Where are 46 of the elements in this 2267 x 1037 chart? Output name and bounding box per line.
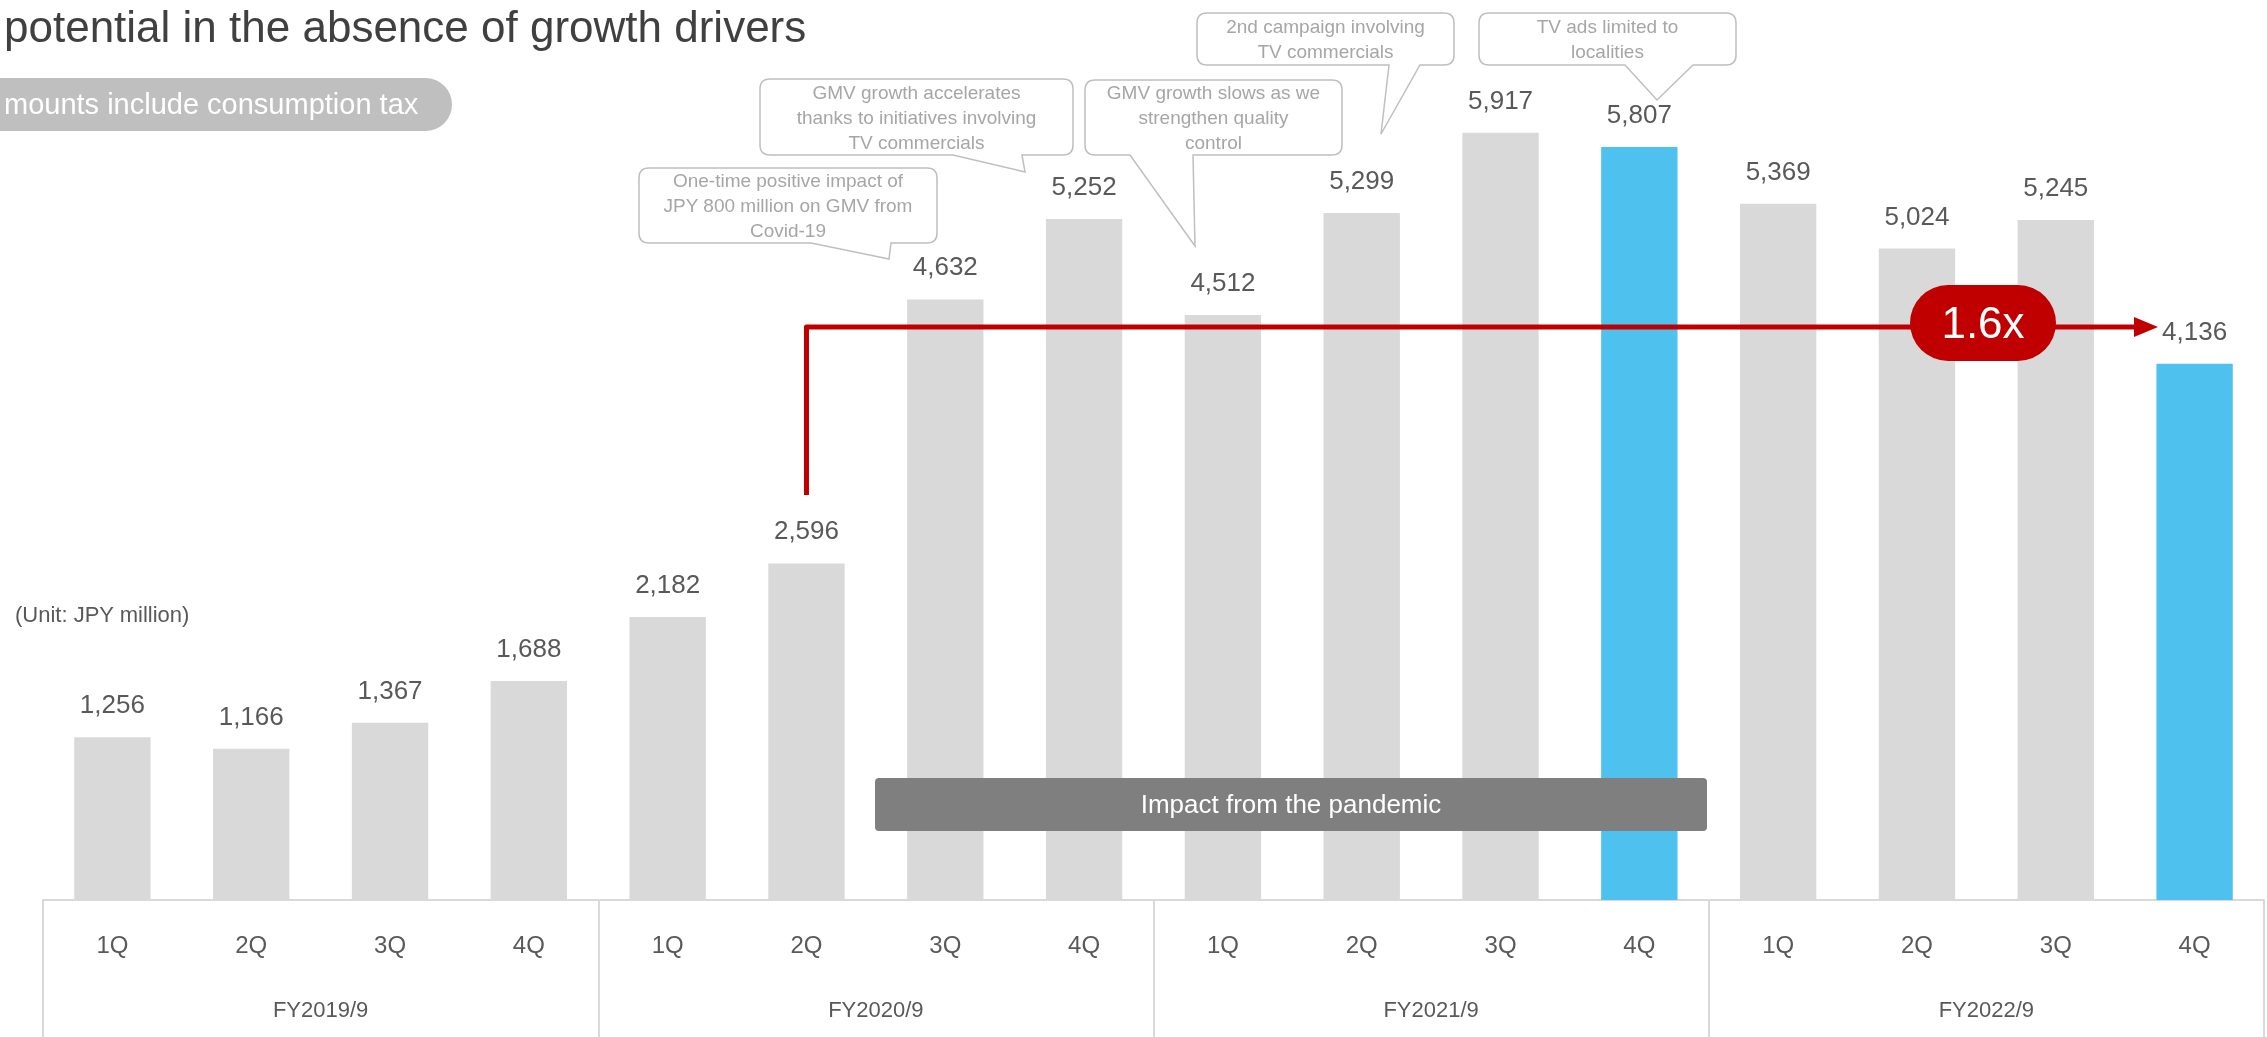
x-tick-label: 1Q bbox=[1762, 930, 1795, 958]
data-label: 1,367 bbox=[357, 674, 423, 705]
data-label: 5,252 bbox=[1051, 170, 1117, 201]
data-label: 4,512 bbox=[1190, 266, 1256, 297]
text: FY2022/9 bbox=[1938, 996, 2035, 1022]
x-tick-label: 4Q bbox=[2178, 930, 2211, 958]
x-tick-label: 2Q bbox=[235, 930, 268, 958]
text: 2nd campaign involving TV commercials bbox=[1225, 15, 1426, 64]
annotation: GMV growth accelerates thanks to initiatives involving TV commercials bbox=[795, 80, 1038, 155]
x-tick-label: 4Q bbox=[1623, 930, 1656, 958]
data-label: 4,136 bbox=[2162, 315, 2228, 346]
annotation: GMV growth slows as we strengthen quality control bbox=[1105, 81, 1322, 155]
x-tick-label: 4Q bbox=[512, 930, 545, 958]
x-tick-label: 2Q bbox=[1345, 930, 1378, 958]
bar bbox=[1601, 147, 1678, 900]
annotation: One-time positive impact of JPY 800 million on GMV from Covid-19 bbox=[662, 169, 914, 243]
x-tick-label: 1Q bbox=[651, 930, 684, 958]
data-label: 5,024 bbox=[1884, 200, 1950, 231]
x-tick-label: 2Q bbox=[1900, 930, 1933, 958]
data-label: 5,917 bbox=[1467, 84, 1534, 115]
text: FY2019/9 bbox=[272, 996, 369, 1022]
data-label: 1,256 bbox=[79, 689, 145, 720]
x-tick-label: 3Q bbox=[2039, 930, 2072, 958]
y-axis-title: (Unit: JPY million) bbox=[15, 601, 190, 629]
data-label: 5,369 bbox=[1745, 155, 1811, 186]
data-label: 4,632 bbox=[912, 251, 978, 282]
x-tick-label: 4Q bbox=[1068, 930, 1101, 958]
bar bbox=[2156, 363, 2233, 900]
data-label: 1,166 bbox=[218, 700, 284, 731]
x-tick-label: 1Q bbox=[96, 930, 129, 958]
data-label: 5,299 bbox=[1329, 164, 1395, 195]
data-label: 5,245 bbox=[2023, 171, 2089, 202]
data-label: 2,182 bbox=[635, 569, 701, 600]
chart-title: potential in the absence of growth drivers bbox=[4, 1, 807, 53]
data-label: 2,596 bbox=[773, 515, 840, 546]
text: FY2021/9 bbox=[1383, 996, 1479, 1022]
data-label: 1,688 bbox=[496, 633, 562, 664]
x-tick-label: 3Q bbox=[929, 930, 962, 958]
data-label: 5,807 bbox=[1606, 99, 1672, 130]
chart-subtitle: mounts include consumption tax bbox=[4, 87, 419, 122]
x-tick-label: 3Q bbox=[374, 930, 407, 958]
x-tick-label: 3Q bbox=[1484, 930, 1517, 958]
x-tick-label: 1Q bbox=[1206, 930, 1239, 958]
x-tick-label: 2Q bbox=[790, 930, 823, 958]
text: FY2020/9 bbox=[828, 996, 924, 1022]
text: TV ads limited to localities bbox=[1535, 15, 1680, 64]
